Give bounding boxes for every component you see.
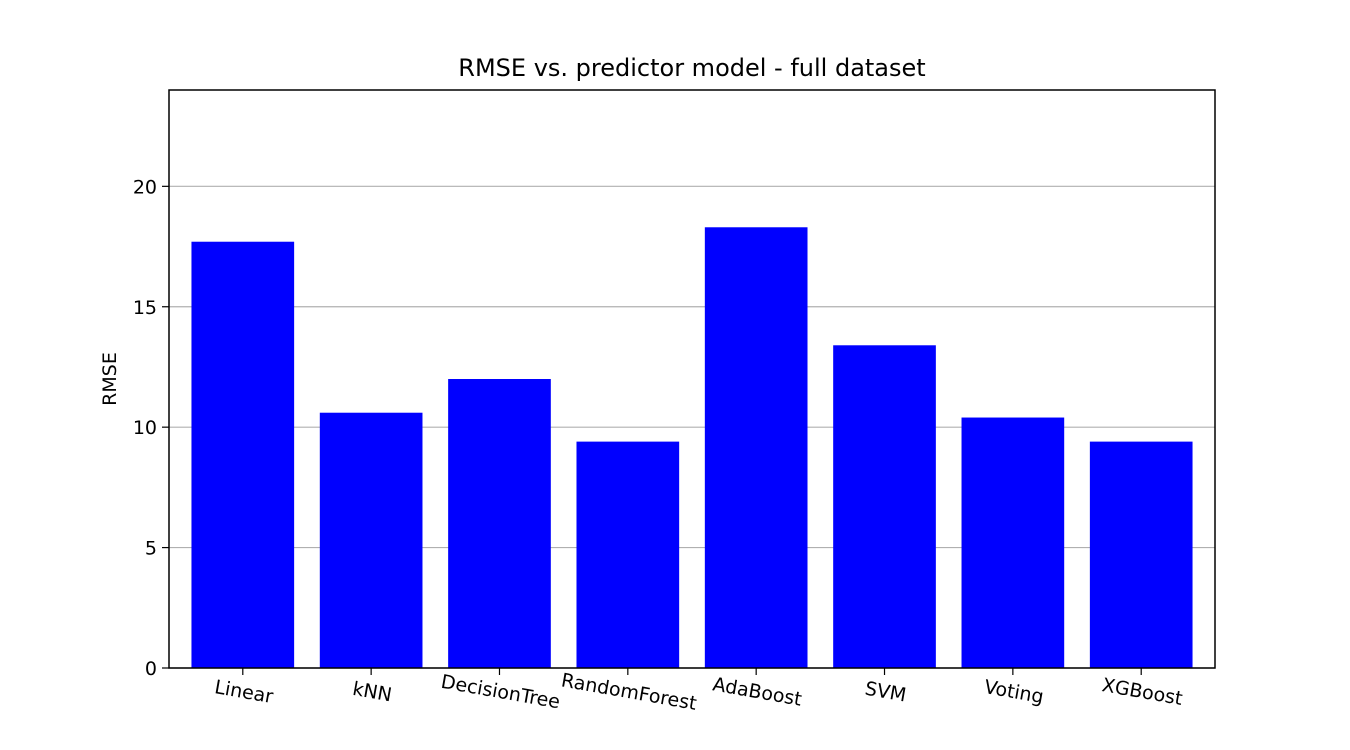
y-tick-label: 20 xyxy=(133,176,157,198)
bar-randomforest xyxy=(576,441,680,668)
chart-title: RMSE vs. predictor model - full dataset xyxy=(458,54,925,82)
bar-voting xyxy=(961,417,1065,668)
bar-adaboost xyxy=(704,227,808,668)
bar-xgboost xyxy=(1089,441,1193,668)
y-tick-label: 0 xyxy=(145,658,157,680)
bars xyxy=(191,227,1193,668)
y-tick-label: 5 xyxy=(145,538,157,560)
y-axis-label: RMSE xyxy=(99,352,121,406)
y-tick-label: 15 xyxy=(133,297,157,319)
bar-linear xyxy=(191,241,295,668)
bar-svm xyxy=(833,345,936,668)
plot-frame xyxy=(168,89,1216,669)
bar-knn xyxy=(319,412,423,668)
bar-decisiontree xyxy=(448,379,551,668)
y-tick-label: 10 xyxy=(133,417,157,439)
y-axis-ticks: 0 5 10 15 20 xyxy=(133,176,169,680)
